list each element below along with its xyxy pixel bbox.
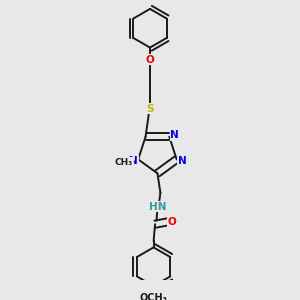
Text: N: N	[170, 130, 179, 140]
Text: CH₃: CH₃	[115, 158, 133, 167]
Text: OCH₃: OCH₃	[140, 293, 167, 300]
Text: N: N	[129, 156, 138, 166]
Text: S: S	[146, 103, 154, 113]
Text: N: N	[178, 156, 186, 166]
Text: HN: HN	[149, 202, 166, 212]
Text: O: O	[167, 217, 176, 227]
Text: O: O	[146, 55, 154, 65]
